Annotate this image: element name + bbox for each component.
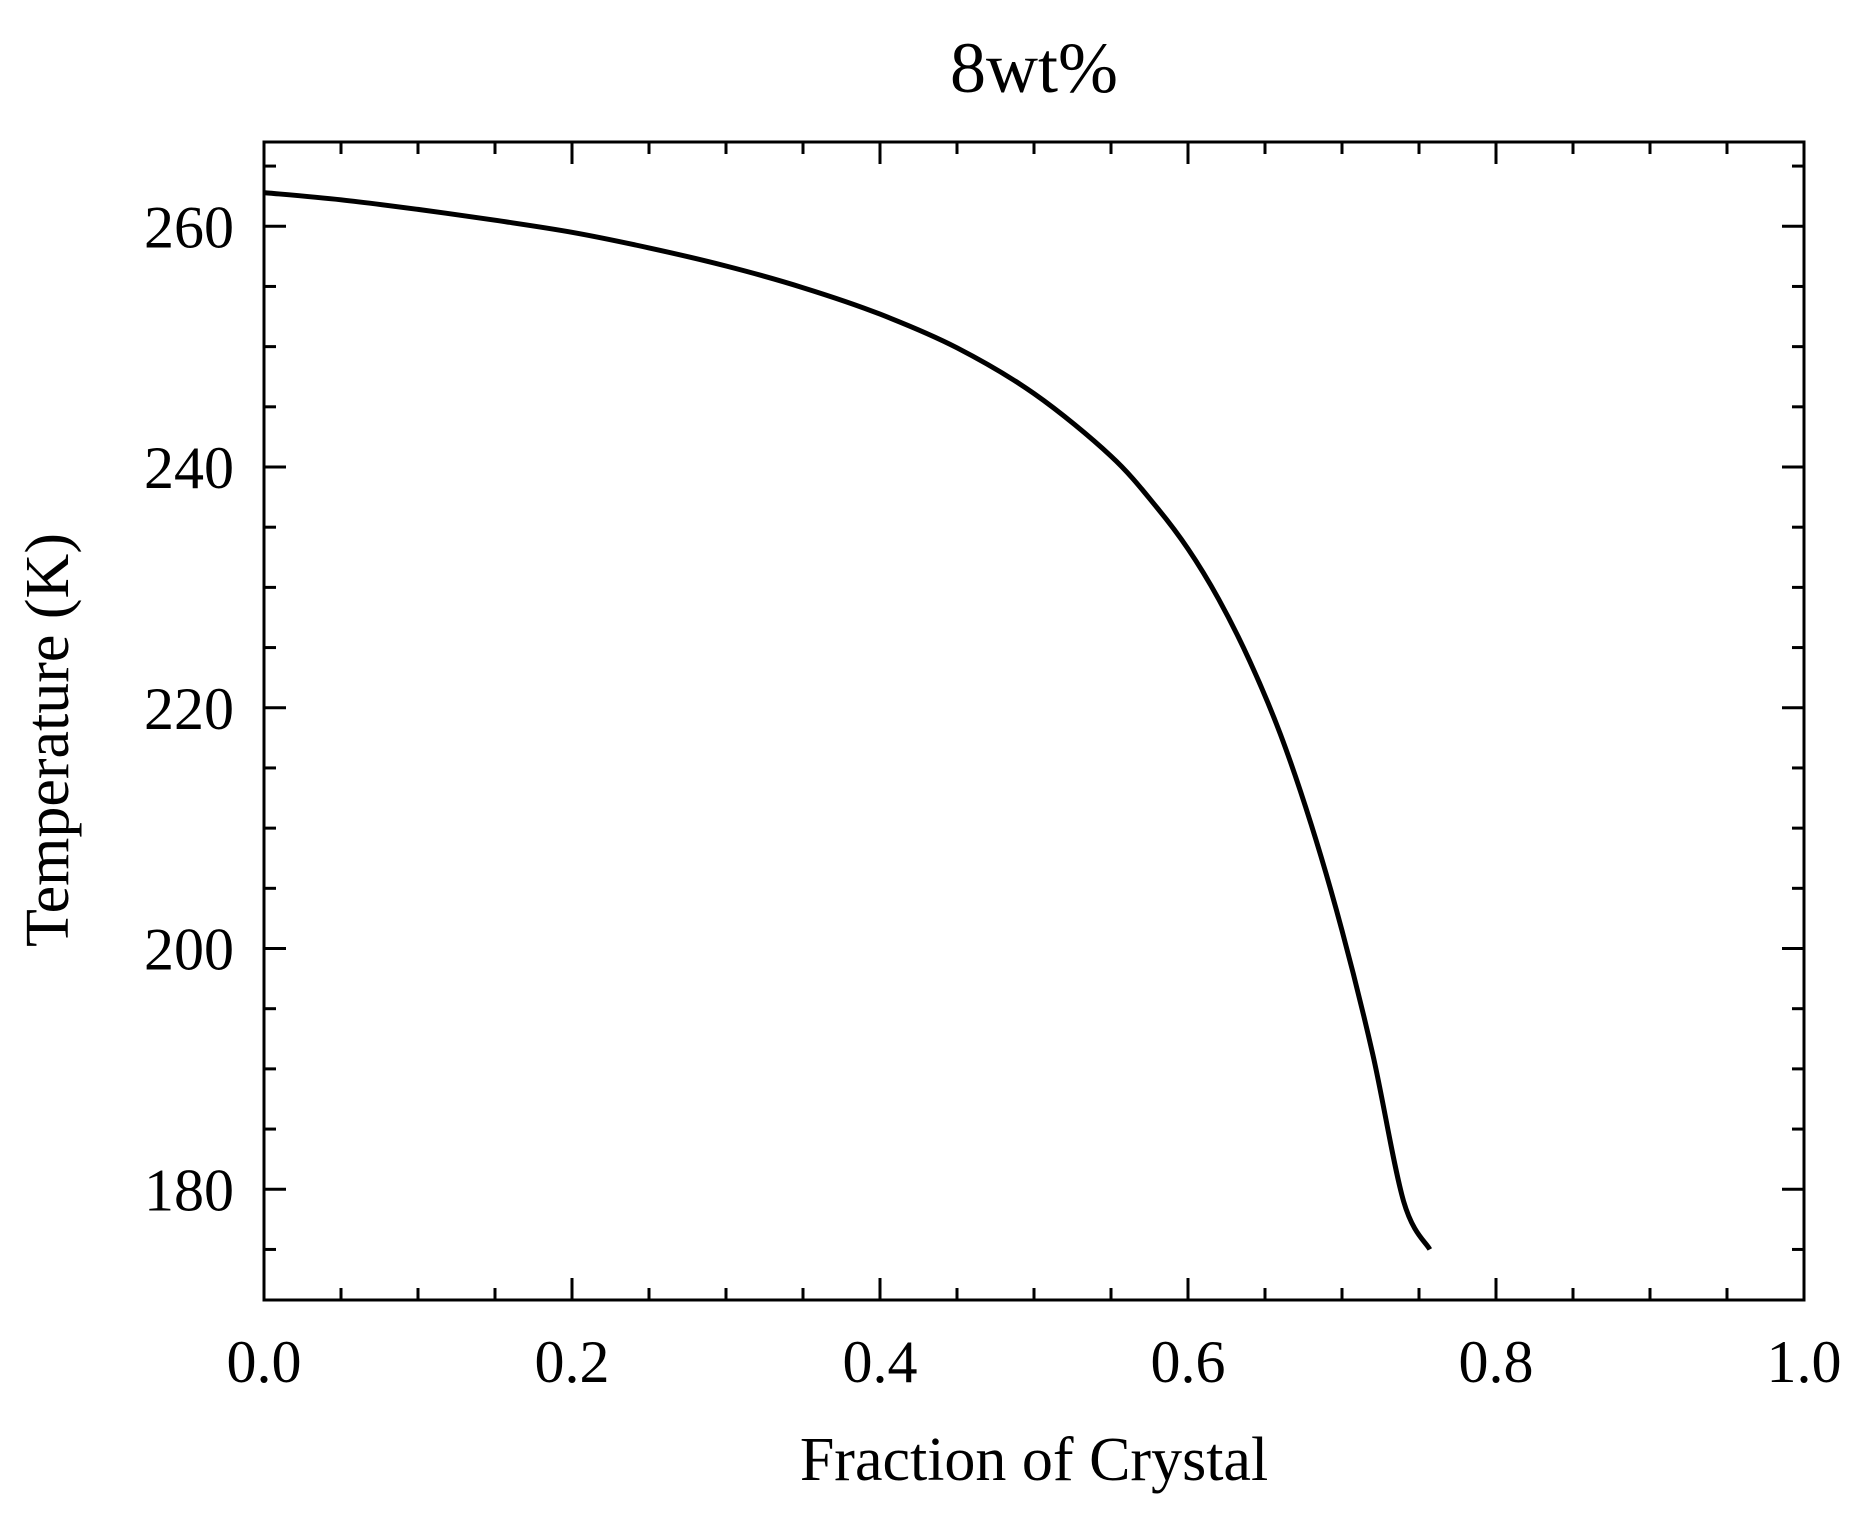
x-tick-label: 0.2: [535, 1329, 610, 1395]
x-tick-label: 0.4: [843, 1329, 918, 1395]
y-tick-label: 180: [144, 1157, 234, 1223]
plot-area: [262, 140, 1806, 1302]
plot-frame: [262, 140, 1806, 1302]
y-tick-label: 260: [144, 194, 234, 260]
axis-ticks: [262, 142, 1806, 1300]
series-line: [263, 190, 1432, 1251]
x-tick-label: 0.8: [1459, 1329, 1534, 1395]
x-tick-labels: 0.0 0.2 0.4 0.6 0.8 1.0: [227, 1329, 1842, 1395]
y-tick-label: 220: [144, 676, 234, 742]
y-axis-title: Temperature (K): [14, 533, 82, 947]
y-tick-label: 240: [144, 435, 234, 501]
x-tick-label: 0.6: [1151, 1329, 1226, 1395]
y-tick-labels: 180 200 220 240 260: [144, 194, 234, 1223]
x-tick-label: 1.0: [1767, 1329, 1842, 1395]
y-tick-label: 200: [144, 917, 234, 983]
x-axis-title: Fraction of Crystal: [800, 1426, 1268, 1494]
chart-title: 8wt%: [950, 28, 1118, 108]
x-tick-label: 0.0: [227, 1329, 302, 1395]
